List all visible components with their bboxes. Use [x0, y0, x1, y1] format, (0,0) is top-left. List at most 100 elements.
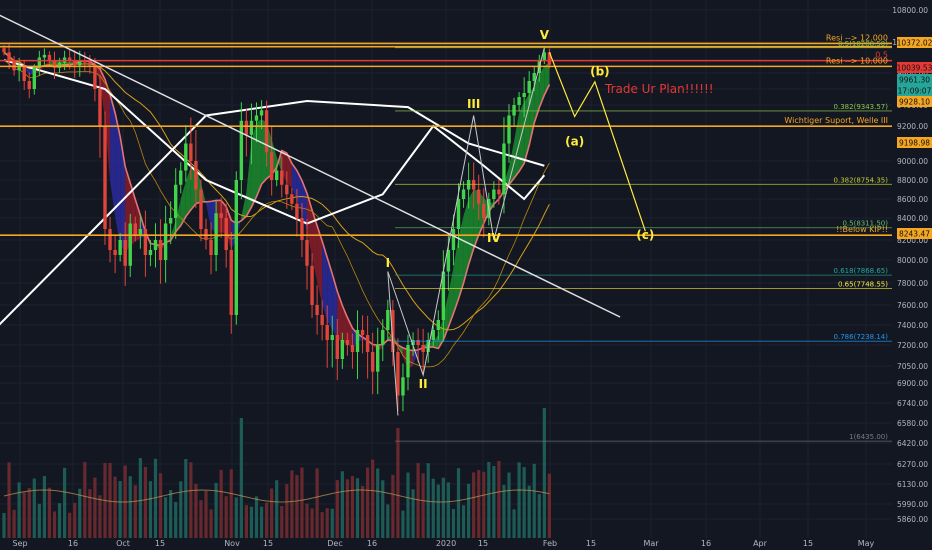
cloud-segment	[256, 119, 262, 197]
cloud-segment	[327, 257, 333, 329]
level-label: !!Below KIP!!	[836, 225, 888, 234]
price-tick-label: 7400.00	[897, 321, 928, 330]
candle-body	[345, 340, 350, 345]
candle-body	[98, 89, 102, 126]
volume-bars	[2, 408, 551, 538]
volume-bar	[12, 509, 16, 538]
volume-bar	[47, 487, 52, 538]
candle-body	[133, 223, 137, 235]
volume-bar	[113, 476, 117, 538]
price-badge	[897, 37, 932, 48]
price-tick-label: 7050.00	[897, 362, 928, 371]
volume-bar	[421, 473, 425, 538]
volume-bar	[335, 480, 339, 538]
candle-body	[330, 335, 334, 340]
candle-body	[143, 229, 148, 255]
cloud-segment	[448, 267, 454, 327]
volume-bar	[360, 485, 365, 538]
candle-body	[396, 352, 400, 396]
volume-bar	[88, 489, 92, 538]
candle-body	[406, 345, 410, 378]
volume-bar	[194, 483, 198, 538]
price-badge-label: 17:09:07	[898, 87, 932, 96]
candle-body	[315, 305, 319, 315]
candle-body	[335, 335, 339, 359]
wave-label: (a)	[565, 134, 584, 148]
candle-body	[214, 213, 218, 255]
volume-bar	[467, 483, 471, 538]
wave-label: V	[540, 28, 550, 42]
candle-body	[103, 126, 107, 229]
volume-bar	[391, 474, 395, 538]
candle-body	[446, 250, 451, 272]
cloud-segment	[105, 79, 111, 180]
volume-bar	[229, 469, 233, 538]
price-tick-label: 8600.00	[897, 195, 928, 204]
candle-body	[381, 330, 385, 345]
candle-body	[67, 57, 72, 61]
price-axis[interactable]: 10800.0010400.009800.009600.009400.00920…	[892, 0, 932, 538]
volume-bar	[350, 476, 355, 538]
volume-bar	[320, 512, 324, 538]
volume-bar	[406, 472, 410, 538]
volume-bar	[83, 462, 87, 538]
cloud-segment	[458, 215, 464, 299]
price-tick-label: 8000.00	[897, 256, 928, 265]
candle-body	[259, 110, 264, 116]
candle-body	[27, 81, 31, 89]
volume-bar	[169, 490, 173, 538]
volume-bar	[189, 462, 193, 538]
candle-body	[547, 52, 552, 65]
price-tick-label: 7200.00	[897, 341, 928, 350]
candle-body	[376, 345, 380, 372]
time-tick-label: 16	[701, 539, 711, 548]
time-tick-label: Sep	[12, 539, 27, 548]
volume-bar	[305, 503, 309, 538]
price-tick-label: 10800.00	[892, 6, 928, 15]
candle-body	[456, 199, 461, 229]
trendline	[0, 14, 621, 318]
volume-bar	[224, 496, 228, 538]
volume-bar	[17, 482, 21, 538]
cloud-segment	[307, 193, 313, 257]
volume-bar	[411, 489, 415, 538]
candle-body	[17, 65, 21, 71]
fib-label: 0.5(10288.50)	[838, 40, 888, 48]
candle-body	[532, 73, 536, 81]
price-tick-label: 8400.00	[897, 214, 928, 223]
time-tick-label: 15	[155, 539, 165, 548]
volume-bar	[300, 467, 304, 538]
candle-body	[300, 218, 304, 240]
time-axis[interactable]: Sep 16 Oct 15 Nov 15 Dec 16 2020 15 Feb 15 Mar 16 Apr 1…	[0, 538, 932, 550]
candle-body	[401, 377, 405, 396]
volume-bar	[98, 495, 102, 538]
time-tick-label: Oct	[116, 539, 130, 548]
candle-body	[350, 345, 355, 352]
price-tick-label: 6900.00	[897, 379, 928, 388]
candle-body	[325, 325, 329, 340]
volume-bar	[32, 478, 36, 538]
fib-label: 0.382(8754.35)	[834, 176, 889, 184]
candle-body	[522, 93, 526, 97]
price-tick-label: 8800.00	[897, 176, 928, 185]
ma-200-line	[3, 59, 546, 225]
candle-body	[542, 52, 547, 61]
candle-body	[471, 180, 476, 190]
cloud-segment	[413, 349, 419, 366]
candle-body	[244, 120, 249, 135]
time-tick-label: 15	[478, 539, 488, 548]
ma-white-line-2	[0, 99, 545, 326]
candle-body	[254, 115, 259, 121]
volume-bar	[153, 458, 158, 538]
price-badge-label: 9198.98	[899, 139, 930, 148]
price-tick-label: 9000.00	[897, 157, 928, 166]
candle-body	[189, 143, 193, 161]
candle-body	[153, 240, 158, 250]
candle-body	[285, 184, 289, 195]
candle-body	[431, 330, 435, 340]
volume-bar	[63, 467, 67, 538]
volume-bar	[431, 478, 435, 538]
volume-bar	[174, 501, 178, 538]
